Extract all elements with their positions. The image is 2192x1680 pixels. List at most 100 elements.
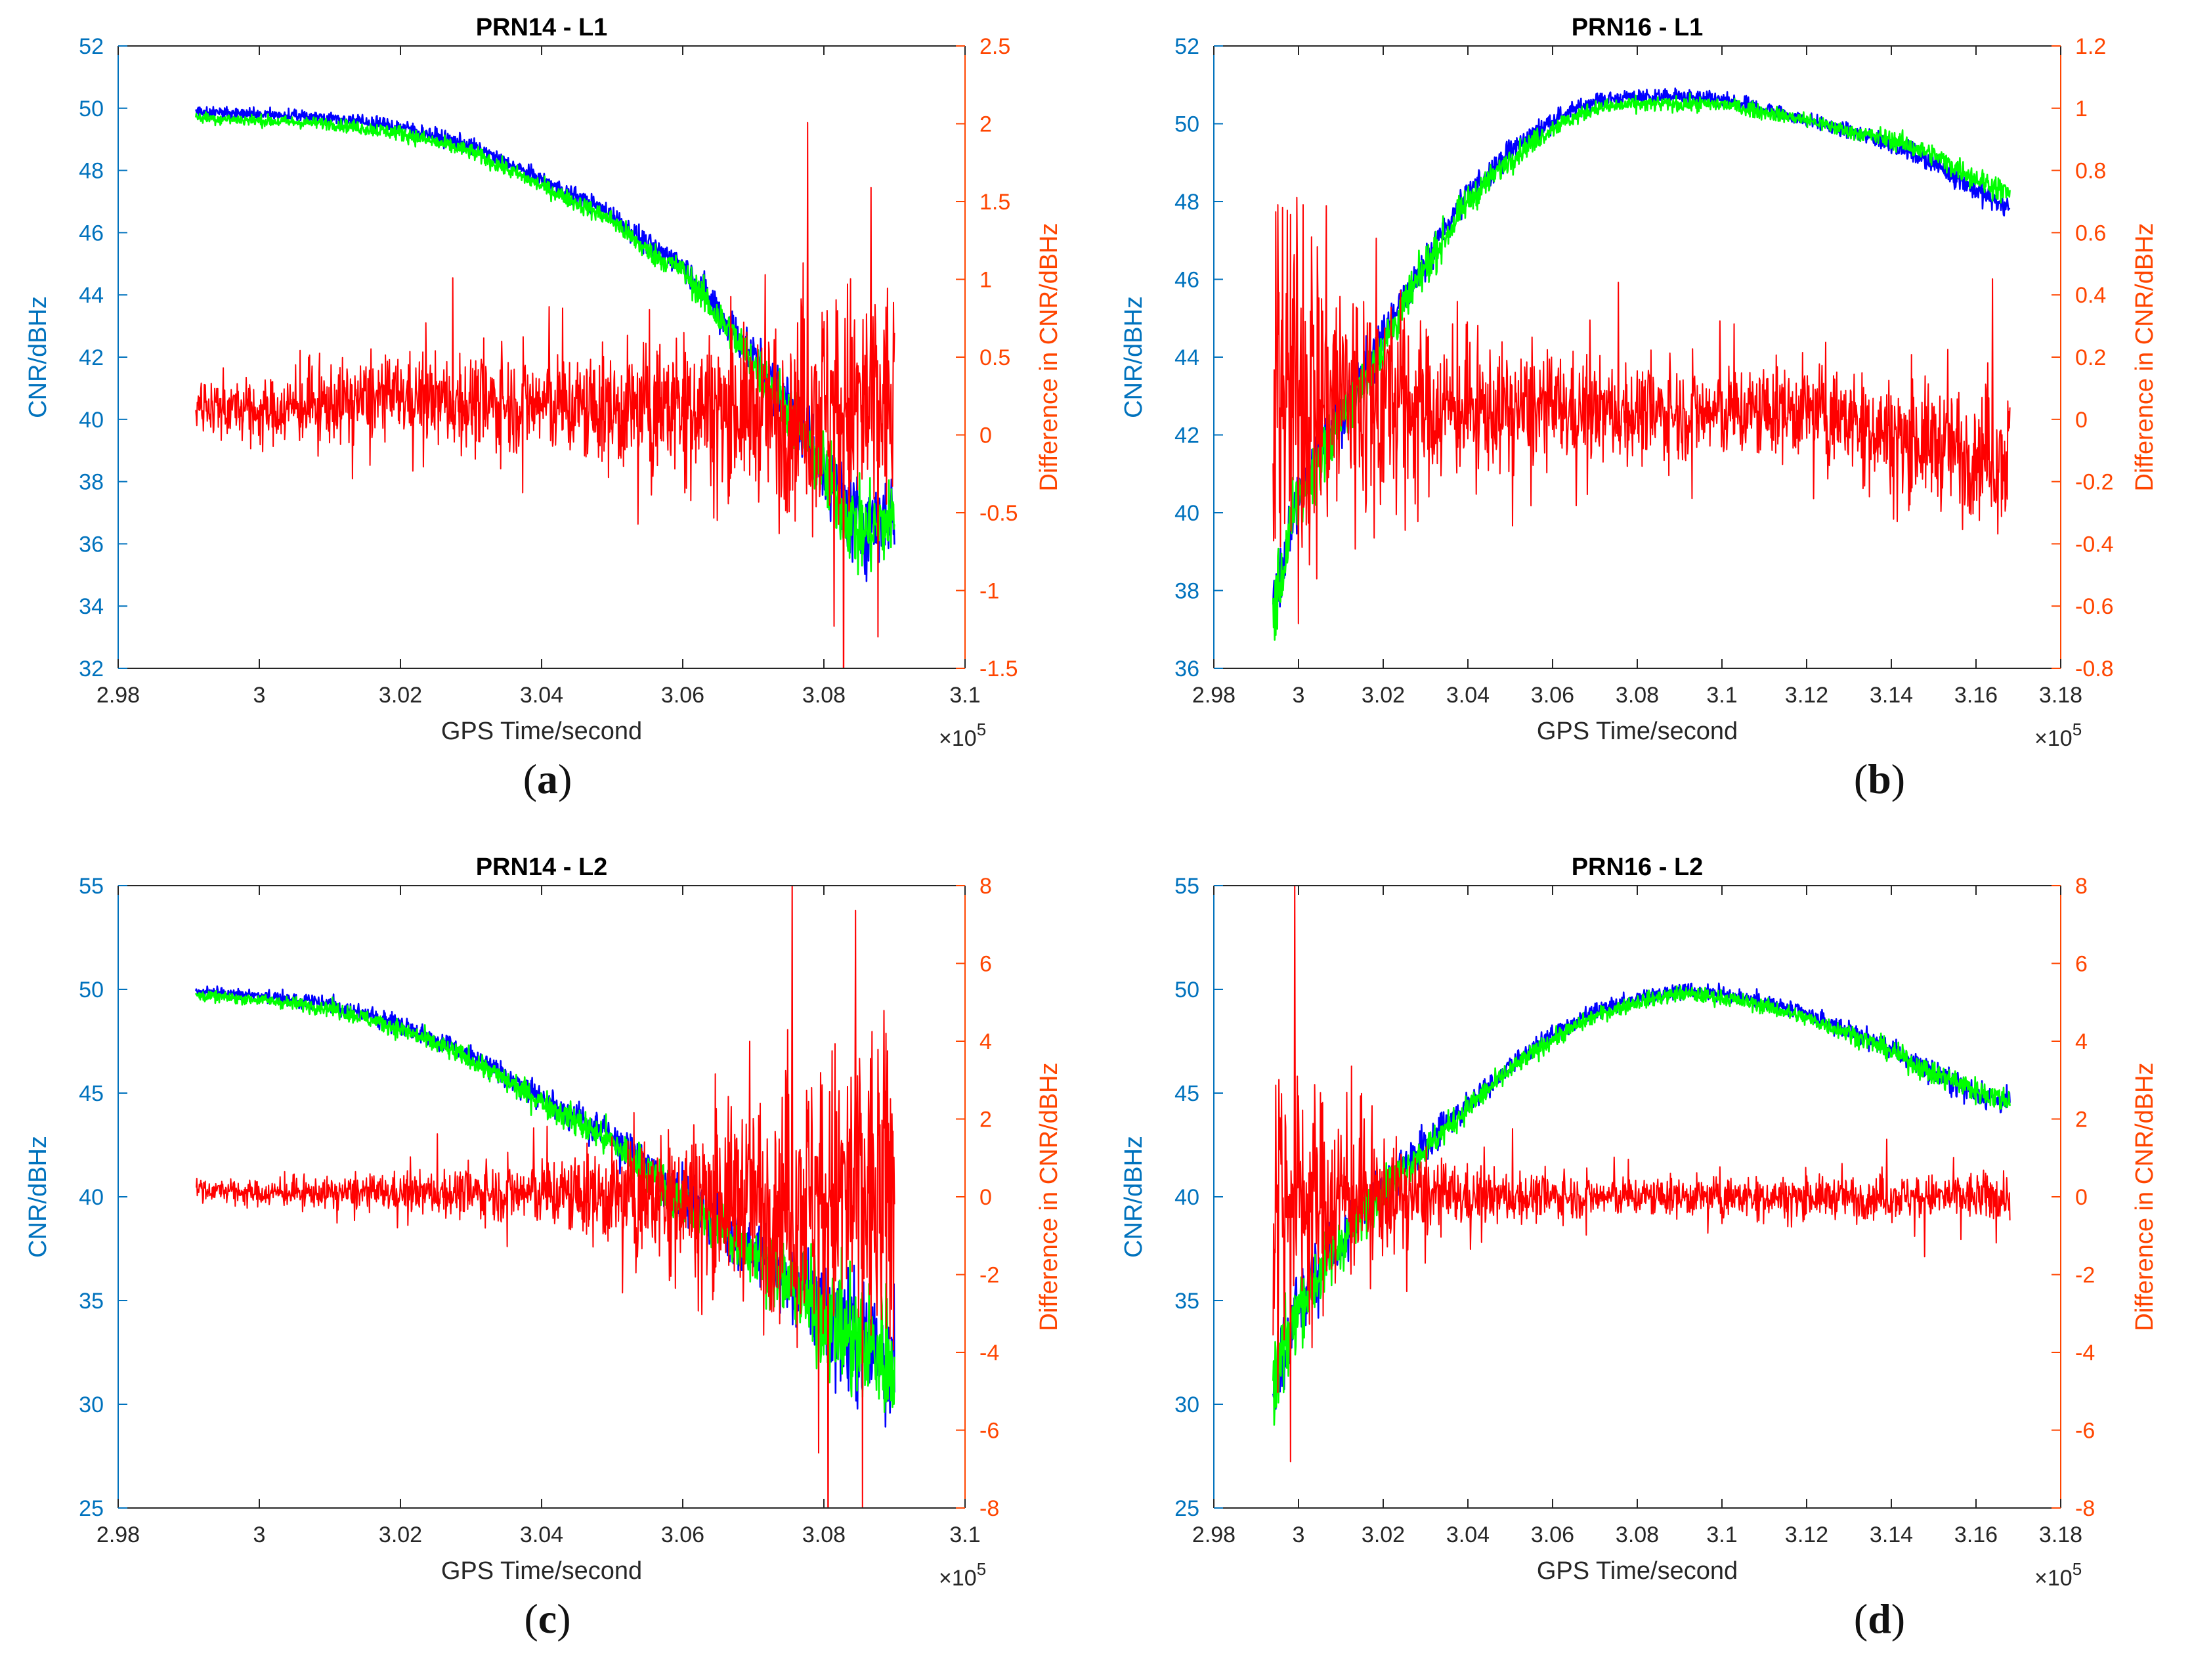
series-line-difference	[1272, 886, 2011, 1463]
y-right-tick-label: 0.2	[2075, 345, 2106, 370]
x-tick-label: 3.04	[520, 1522, 563, 1547]
y-right-tick-label: -8	[2075, 1496, 2095, 1521]
y-right-axis-label: Difference in CNR/dBHz	[1035, 223, 1063, 491]
y-left-axis-label: CNR/dBHz	[1120, 296, 1148, 418]
panel-b: 2.98 3 3.02 3.04 3.06 3.08 3.1 3.12 3.14 3.16 3.18…	[1096, 0, 2191, 840]
y-right-tick-label: -2	[2075, 1263, 2095, 1288]
x-exponent-power: 5	[2073, 1559, 2082, 1579]
x-tick-label: 3.14	[1870, 1522, 1913, 1547]
x-exponent-label: ×105	[2034, 1559, 2082, 1591]
chart-c: 2.98 3 3.02 3.04 3.06 3.08 3.125303540455055-8…	[24, 853, 1063, 1591]
chart-title: PRN16 - L1	[1572, 14, 1704, 41]
y-left-tick-label: 46	[79, 221, 104, 246]
y-left-axis-label: CNR/dBHz	[24, 296, 52, 418]
y-right-tick-label: 2	[2075, 1108, 2088, 1132]
x-tick-label: 3.04	[1446, 1522, 1490, 1547]
x-exponent-label: ×105	[939, 1559, 986, 1591]
x-tick-label: 3.14	[1870, 683, 1913, 708]
x-tick-label: 3.18	[2039, 683, 2082, 708]
x-tick-label: 3.06	[661, 683, 704, 708]
x-axis-label: GPS Time/second	[1537, 1557, 1738, 1585]
y-left-tick-label: 38	[79, 470, 104, 495]
y-right-tick-label: -0.8	[2075, 657, 2114, 681]
chart-b: 2.98 3 3.02 3.04 3.06 3.08 3.1 3.12 3.14 3.16 3.18…	[1120, 14, 2159, 751]
y-left-tick-label: 50	[1174, 112, 1199, 137]
x-tick-label: 3.1	[949, 683, 980, 708]
y-right-tick-label: 0	[2075, 408, 2088, 433]
y-left-tick-label: 55	[79, 874, 104, 899]
x-tick-label: 3	[253, 1522, 266, 1547]
y-right-tick-label: 4	[979, 1029, 992, 1054]
y-left-tick-label: 38	[1174, 579, 1199, 604]
y-left-axis-label: CNR/dBHz	[1120, 1136, 1148, 1258]
y-right-tick-label: 0.8	[2075, 159, 2106, 184]
x-axis-label: GPS Time/second	[441, 718, 642, 745]
y-right-tick-label: 2	[979, 112, 992, 137]
y-left-axis-label: CNR/dBHz	[24, 1136, 52, 1258]
y-right-tick-label: 2.5	[979, 34, 1010, 59]
x-tick-label: 3.16	[1954, 683, 1998, 708]
y-left-tick-label: 50	[79, 97, 104, 121]
series-group	[195, 106, 895, 668]
y-left-tick-label: 45	[1174, 1081, 1199, 1106]
y-left-tick-label: 25	[79, 1496, 104, 1521]
x-tick-label: 3	[253, 683, 266, 708]
y-right-tick-label: 1	[2075, 97, 2088, 121]
y-left-tick-label: 32	[79, 657, 104, 681]
y-right-tick-label: 8	[979, 874, 992, 899]
y-left-tick-label: 34	[79, 594, 104, 619]
y-left-tick-label: 36	[1174, 657, 1199, 681]
panel-label-a: (a)	[523, 756, 572, 802]
x-tick-label: 3.12	[1785, 1522, 1828, 1547]
y-right-tick-label: -1	[979, 579, 999, 604]
y-left-tick-label: 48	[1174, 190, 1199, 215]
y-left-tick-label: 35	[79, 1289, 104, 1314]
y-right-tick-label: 8	[2075, 874, 2088, 899]
series-line-difference	[196, 886, 895, 1508]
y-right-tick-label: 0.5	[979, 345, 1010, 370]
y-left-tick-label: 40	[79, 1185, 104, 1210]
x-tick-label: 3.06	[661, 1522, 704, 1547]
y-left-tick-label: 40	[1174, 501, 1199, 526]
y-right-tick-label: -0.2	[2075, 470, 2114, 495]
x-tick-label: 3.1	[949, 1522, 980, 1547]
y-left-tick-label: 48	[79, 159, 104, 184]
chart-title: PRN16 - L2	[1572, 853, 1704, 881]
chart-a: 2.98 3 3.02 3.04 3.06 3.08 3.1 32 34 36 38 40 42 44 46…	[24, 14, 1063, 751]
x-tick-label: 3.16	[1954, 1522, 1998, 1547]
panel-label-d: (d)	[1853, 1595, 1906, 1642]
x-tick-label: 2.98	[1192, 683, 1236, 708]
y-left-tick-label: 46	[1174, 268, 1199, 293]
x-tick-label: 3.1	[1706, 683, 1737, 708]
y-left-tick-label: 25	[1174, 1496, 1199, 1521]
y-left-tick-label: 36	[79, 532, 104, 557]
panel-c: 2.98 3 3.02 3.04 3.06 3.08 3.1 25 30 35 40 45 50 55 -8…	[0, 840, 1096, 1679]
series-group	[195, 886, 895, 1508]
y-right-tick-label: 0	[979, 423, 992, 448]
y-left-tick-label: 44	[1174, 345, 1199, 370]
x-exponent-power: 5	[2073, 720, 2082, 739]
x-exponent-power: 5	[977, 720, 986, 739]
series-line-difference	[1272, 196, 2011, 624]
panel-d: 2.98 3 3.02 3.04 3.06 3.08 3.1 3.12 3.14 3.16 3.18…	[1096, 840, 2191, 1679]
y-left-tick-label: 42	[1174, 423, 1199, 448]
x-tick-label: 3.06	[1531, 1522, 1574, 1547]
y-right-axis-label: Difference in CNR/dBHz	[1035, 1062, 1063, 1331]
y-left-tick-label: 40	[1174, 1185, 1199, 1210]
x-tick-label: 3.18	[2039, 1522, 2082, 1547]
x-tick-label: 3.04	[520, 683, 563, 708]
y-right-tick-label: -4	[979, 1341, 999, 1366]
y-right-tick-label: 0	[2075, 1185, 2088, 1210]
y-right-axis-label: Difference in CNR/dBHz	[2131, 1062, 2159, 1331]
y-right-tick-label: -6	[979, 1419, 999, 1444]
y-right-tick-label: 1.5	[979, 190, 1010, 215]
chart-title: PRN14 - L1	[476, 14, 608, 41]
x-tick-label: 3	[1293, 683, 1305, 708]
x-axis-label: GPS Time/second	[1537, 718, 1738, 745]
x-tick-label: 2.98	[97, 683, 140, 708]
x-tick-label: 3.1	[1706, 1522, 1737, 1547]
series-group	[1272, 886, 2011, 1463]
y-right-tick-label: -0.6	[2075, 594, 2114, 619]
y-right-tick-label: 2	[979, 1108, 992, 1132]
x-tick-label: 3.06	[1531, 683, 1574, 708]
